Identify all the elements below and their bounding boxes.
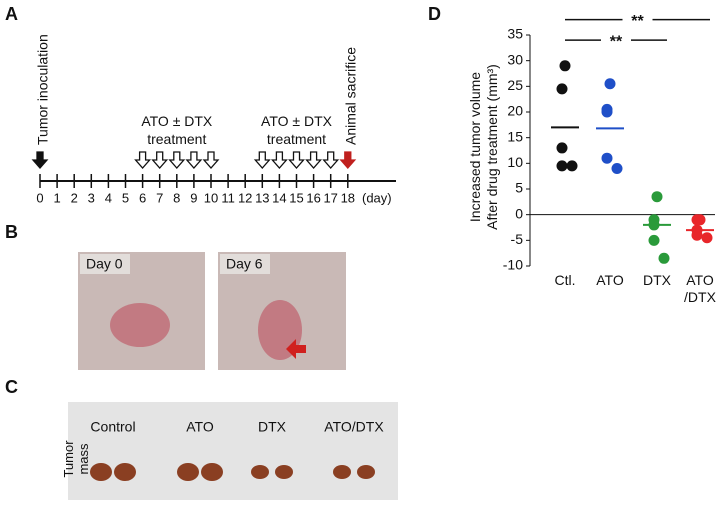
day-label: 4 xyxy=(105,190,112,205)
y-tick-label: 0 xyxy=(515,205,523,221)
data-point xyxy=(556,160,568,172)
arrow xyxy=(322,151,340,169)
arrow xyxy=(253,151,271,169)
data-point xyxy=(691,214,703,226)
data-point xyxy=(691,229,703,241)
photo-label-bg xyxy=(80,254,130,274)
day-label: 15 xyxy=(289,190,303,205)
y-tick-label: -10 xyxy=(503,257,523,273)
day-label: 9 xyxy=(190,190,197,205)
y-tick-label: 35 xyxy=(507,26,523,42)
day-label: 17 xyxy=(323,190,337,205)
day-label: 10 xyxy=(204,190,218,205)
data-point xyxy=(651,191,663,203)
day-label: 8 xyxy=(173,190,180,205)
data-point xyxy=(701,232,713,244)
red-arrow xyxy=(286,339,306,359)
panel-label: B xyxy=(5,222,18,242)
day-label: 14 xyxy=(272,190,286,205)
day-label: 0 xyxy=(36,190,43,205)
tumor xyxy=(333,465,351,479)
day-label: 7 xyxy=(156,190,163,205)
y-tick-label: 15 xyxy=(507,128,523,144)
y-tick-label: 20 xyxy=(507,103,523,119)
data-point xyxy=(556,142,568,154)
treatment-label: ATO ± DTX treatment xyxy=(261,113,332,147)
tumor xyxy=(177,463,199,481)
day-label: 12 xyxy=(238,190,252,205)
tumor xyxy=(90,463,112,481)
tumor xyxy=(357,465,375,479)
group-label: ATO xyxy=(186,419,214,435)
data-point xyxy=(559,60,571,72)
tumor xyxy=(251,465,269,479)
x-tick-label: ATO /DTX xyxy=(684,272,716,305)
data-point xyxy=(611,162,623,174)
y-tick-label: 10 xyxy=(507,154,523,170)
y-tick-label: 25 xyxy=(507,77,523,93)
tumor xyxy=(275,465,293,479)
tongue xyxy=(110,303,170,347)
arrow xyxy=(339,151,357,169)
y-axis-label: Increased tumor volume After drug treatm… xyxy=(467,64,500,230)
data-point xyxy=(658,252,670,264)
tumor xyxy=(114,463,136,481)
day-label: 5 xyxy=(122,190,129,205)
tumor xyxy=(201,463,223,481)
arrow xyxy=(31,151,49,169)
day-label: 13 xyxy=(255,190,269,205)
data-point xyxy=(601,152,613,164)
day-unit: (day) xyxy=(362,190,392,205)
arrow xyxy=(202,151,220,169)
day-label: 1 xyxy=(53,190,60,205)
panel-label: D xyxy=(428,4,441,24)
arrow xyxy=(270,151,288,169)
day-label: 6 xyxy=(139,190,146,205)
arrow xyxy=(305,151,323,169)
row-label: Tumor mass xyxy=(61,440,91,478)
arrow xyxy=(134,151,152,169)
day-label: 16 xyxy=(306,190,320,205)
sig-label: ** xyxy=(631,13,644,30)
data-point xyxy=(556,83,568,95)
y-tick-label: 30 xyxy=(507,51,523,67)
treatment-label: ATO ± DTX treatment xyxy=(141,113,213,147)
data-point xyxy=(601,106,613,118)
sig-label: ** xyxy=(610,33,623,50)
tumor-photo xyxy=(68,402,398,500)
day-label: 2 xyxy=(71,190,78,205)
y-tick-label: 5 xyxy=(515,180,523,196)
panel-label: C xyxy=(5,377,18,397)
day-label: 18 xyxy=(341,190,355,205)
event-label: Tumor inoculation xyxy=(35,34,51,145)
photo-label-bg xyxy=(220,254,270,274)
data-point xyxy=(566,160,578,172)
photo-label: Day 6 xyxy=(226,256,263,272)
data-point xyxy=(648,234,660,246)
data-point xyxy=(604,78,616,90)
x-tick-label: ATO xyxy=(596,272,624,288)
arrow xyxy=(168,151,186,169)
arrow xyxy=(288,151,305,169)
y-tick-label: -5 xyxy=(511,231,524,247)
day-label: 3 xyxy=(88,190,95,205)
panel-label: A xyxy=(5,4,18,24)
group-label: Control xyxy=(90,419,135,435)
photo-label: Day 0 xyxy=(86,256,123,272)
group-label: DTX xyxy=(258,419,287,435)
arrow xyxy=(185,151,203,169)
x-tick-label: Ctl. xyxy=(554,272,576,288)
group-label: ATO/DTX xyxy=(324,419,384,435)
day-label: 11 xyxy=(221,190,235,205)
arrow xyxy=(151,151,169,169)
event-label: Animal sacrifice xyxy=(343,47,359,145)
x-tick-label: DTX xyxy=(643,272,671,288)
